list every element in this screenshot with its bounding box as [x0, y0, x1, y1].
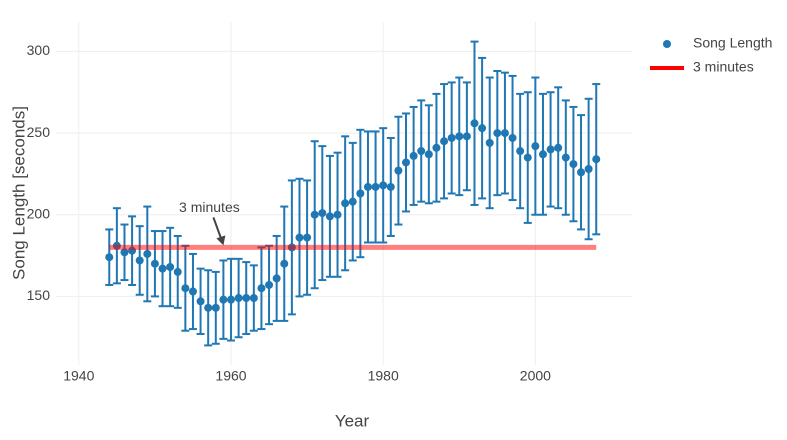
legend-marker — [663, 40, 671, 48]
point — [234, 294, 243, 303]
point — [173, 267, 182, 276]
x-tick-label: 1960 — [215, 368, 246, 384]
point — [493, 129, 502, 138]
point — [424, 150, 433, 159]
point — [462, 132, 471, 141]
y-tick-label: 200 — [27, 205, 51, 221]
point — [531, 142, 540, 151]
legend-label: 3 minutes — [693, 59, 754, 75]
point — [341, 199, 350, 208]
point — [356, 189, 365, 198]
point — [196, 297, 205, 306]
point — [394, 166, 403, 175]
point — [318, 209, 327, 218]
point — [584, 165, 593, 173]
point — [272, 274, 281, 283]
point — [538, 150, 547, 159]
point — [455, 132, 464, 141]
y-tick-label: 300 — [27, 42, 51, 58]
point — [265, 280, 274, 289]
point — [204, 303, 213, 312]
point — [485, 138, 494, 147]
annotation-arrowhead — [216, 235, 226, 246]
point — [440, 137, 449, 146]
point — [478, 124, 487, 133]
point — [219, 295, 228, 304]
point — [546, 145, 555, 154]
point — [280, 259, 289, 268]
point — [523, 153, 532, 162]
point — [120, 248, 129, 257]
point — [143, 249, 152, 258]
y-tick-label: 150 — [27, 287, 51, 303]
point — [257, 284, 266, 293]
point — [135, 256, 144, 265]
annotation-arrow — [212, 217, 223, 240]
point — [249, 294, 258, 303]
point — [105, 253, 114, 262]
point — [470, 119, 479, 128]
point — [348, 197, 357, 206]
point — [325, 212, 334, 221]
y-tick-label: 250 — [27, 124, 51, 140]
legend-label: Song Length — [693, 35, 772, 51]
point — [158, 264, 167, 273]
point — [166, 263, 175, 271]
point — [333, 210, 342, 219]
point — [508, 133, 517, 142]
point — [409, 151, 418, 160]
point — [150, 259, 159, 268]
point — [363, 182, 372, 191]
point — [432, 143, 441, 152]
point — [379, 181, 388, 190]
point — [303, 233, 312, 242]
point — [371, 182, 380, 191]
point — [417, 147, 426, 156]
annotation: 3 minutes — [179, 199, 240, 215]
x-axis-label: Year — [335, 411, 370, 430]
point — [554, 143, 563, 152]
point — [181, 284, 190, 293]
point — [310, 210, 319, 219]
x-tick-label: 1980 — [368, 368, 399, 384]
point — [188, 287, 197, 296]
point — [577, 168, 586, 177]
point — [295, 233, 304, 242]
point — [500, 129, 509, 138]
point — [569, 160, 578, 169]
x-tick-label: 2000 — [520, 368, 551, 384]
x-tick-label: 1940 — [63, 368, 94, 384]
point — [592, 155, 601, 164]
y-axis-label: Song Length [seconds] — [9, 106, 28, 280]
point — [516, 147, 525, 156]
point — [402, 158, 411, 167]
point — [211, 303, 220, 312]
point — [447, 133, 456, 142]
point — [386, 182, 395, 191]
point — [561, 153, 570, 162]
point — [227, 295, 236, 304]
point — [242, 294, 251, 303]
